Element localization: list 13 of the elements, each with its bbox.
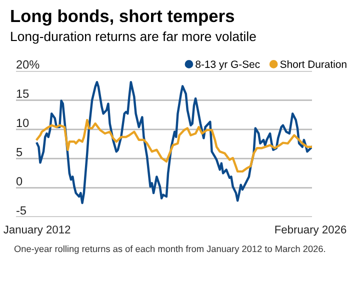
y-tick-label: 20% <box>16 60 40 69</box>
y-tick-label: 0 <box>16 177 22 186</box>
y-tick-label: -5 <box>16 206 26 215</box>
y-tick-label: 5 <box>16 148 22 156</box>
chart-title: Long bonds, short tempers <box>11 9 234 26</box>
y-tick-label: 15 <box>16 90 29 98</box>
legend-label: 8-13 yr G-Sec <box>196 60 260 70</box>
y-tick-label: 10 <box>16 118 29 128</box>
chart-subtitle: Long-duration returns are far more volatile <box>11 31 256 44</box>
legend-label: Short Duration <box>280 60 346 68</box>
x-tick-label: February 2026 <box>275 225 346 236</box>
text: One-year rolling returns as of each month from January 2012 to March 2026. <box>14 245 325 254</box>
x-tick-label: January 2012 <box>4 226 70 236</box>
